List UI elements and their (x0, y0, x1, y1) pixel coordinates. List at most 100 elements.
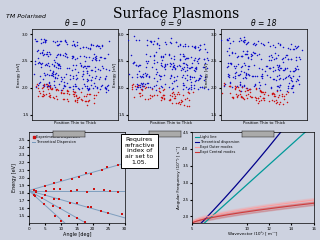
Point (83, 45, 88, 48)
Point (174, 92, 179, 96)
Point (140, 87, 145, 91)
Point (55, 39, 60, 43)
Point (197, 73, 203, 77)
Point (43, 38, 48, 42)
Point (62, 84, 67, 88)
Point (85, 205, 90, 209)
Point (95, 43, 100, 47)
Point (60, 86, 65, 90)
Point (89, 43, 94, 47)
Point (103, 76, 108, 80)
Point (291, 83, 296, 87)
Point (239, 54, 244, 58)
Point (268, 85, 274, 89)
Point (33, 39, 38, 43)
Point (187, 75, 192, 78)
Point (144, 74, 149, 78)
Point (86, 73, 91, 77)
Point (51, 95, 56, 99)
Point (239, 69, 244, 72)
Point (67, 77, 72, 81)
Point (149, 65, 155, 69)
Point (182, 42, 187, 45)
Point (277, 85, 282, 89)
Point (238, 36, 243, 40)
Point (185, 87, 190, 91)
Point (228, 61, 233, 65)
Point (277, 76, 283, 80)
Point (159, 63, 164, 67)
Point (151, 58, 156, 62)
Point (181, 103, 186, 107)
Point (251, 74, 256, 78)
Point (85, 46, 91, 50)
Point (53, 71, 58, 75)
Point (285, 57, 290, 61)
Point (85, 99, 90, 103)
Point (163, 63, 168, 67)
Point (81, 45, 86, 49)
Point (69, 43, 74, 47)
Point (229, 85, 235, 89)
Point (102, 86, 108, 90)
Point (91, 86, 96, 90)
Point (182, 44, 188, 48)
Point (70, 177, 75, 181)
Point (187, 91, 192, 95)
Point (245, 55, 251, 59)
Point (257, 88, 262, 92)
Point (131, 82, 136, 86)
Point (102, 56, 108, 60)
Point (67, 73, 72, 77)
Point (51, 96, 56, 100)
Point (75, 70, 80, 74)
Point (184, 68, 189, 72)
Point (293, 67, 298, 71)
Point (75, 96, 80, 100)
Point (71, 90, 76, 94)
Point (86, 78, 91, 82)
Point (237, 39, 242, 43)
Point (174, 75, 179, 78)
Point (288, 57, 293, 61)
Point (93, 56, 98, 60)
Point (35, 61, 40, 65)
Point (232, 71, 237, 75)
Point (87, 55, 92, 59)
Point (168, 97, 173, 101)
Point (51, 58, 56, 61)
Point (273, 78, 278, 82)
Point (235, 84, 240, 88)
Point (162, 65, 167, 69)
Point (130, 61, 135, 65)
Point (92, 76, 97, 79)
Point (201, 86, 206, 90)
Point (64, 52, 69, 55)
Point (193, 78, 198, 82)
Point (41, 84, 46, 88)
Point (189, 85, 194, 89)
Point (175, 90, 180, 94)
Point (91, 56, 96, 60)
Point (50, 87, 55, 91)
Title: θ = 18: θ = 18 (251, 19, 277, 28)
Point (231, 75, 236, 79)
Y-axis label: Energy [eV]: Energy [eV] (17, 62, 20, 87)
Point (242, 38, 247, 42)
Point (188, 55, 194, 59)
Point (183, 56, 188, 60)
Point (193, 79, 198, 83)
Point (154, 60, 159, 64)
Point (185, 65, 190, 68)
Point (193, 66, 198, 70)
Point (89, 75, 94, 78)
Point (56, 63, 61, 67)
Point (153, 84, 158, 87)
Point (42, 184, 47, 188)
Point (244, 73, 249, 77)
Point (273, 56, 278, 60)
Point (184, 57, 189, 60)
Point (40, 83, 45, 87)
Point (43, 189, 48, 192)
Point (48, 84, 53, 88)
